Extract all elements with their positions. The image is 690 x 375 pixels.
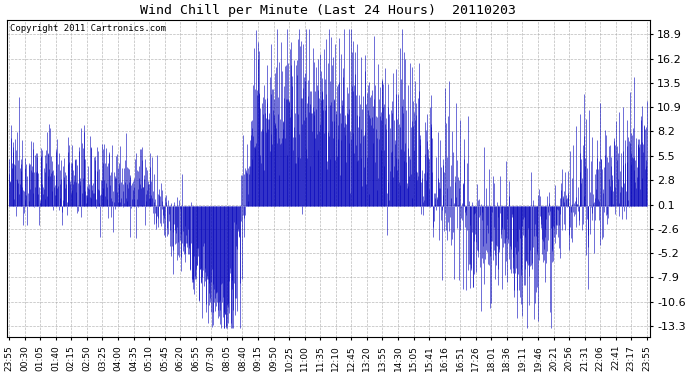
Title: Wind Chill per Minute (Last 24 Hours)  20110203: Wind Chill per Minute (Last 24 Hours) 20… — [140, 4, 516, 17]
Text: Copyright 2011 Cartronics.com: Copyright 2011 Cartronics.com — [10, 24, 166, 33]
